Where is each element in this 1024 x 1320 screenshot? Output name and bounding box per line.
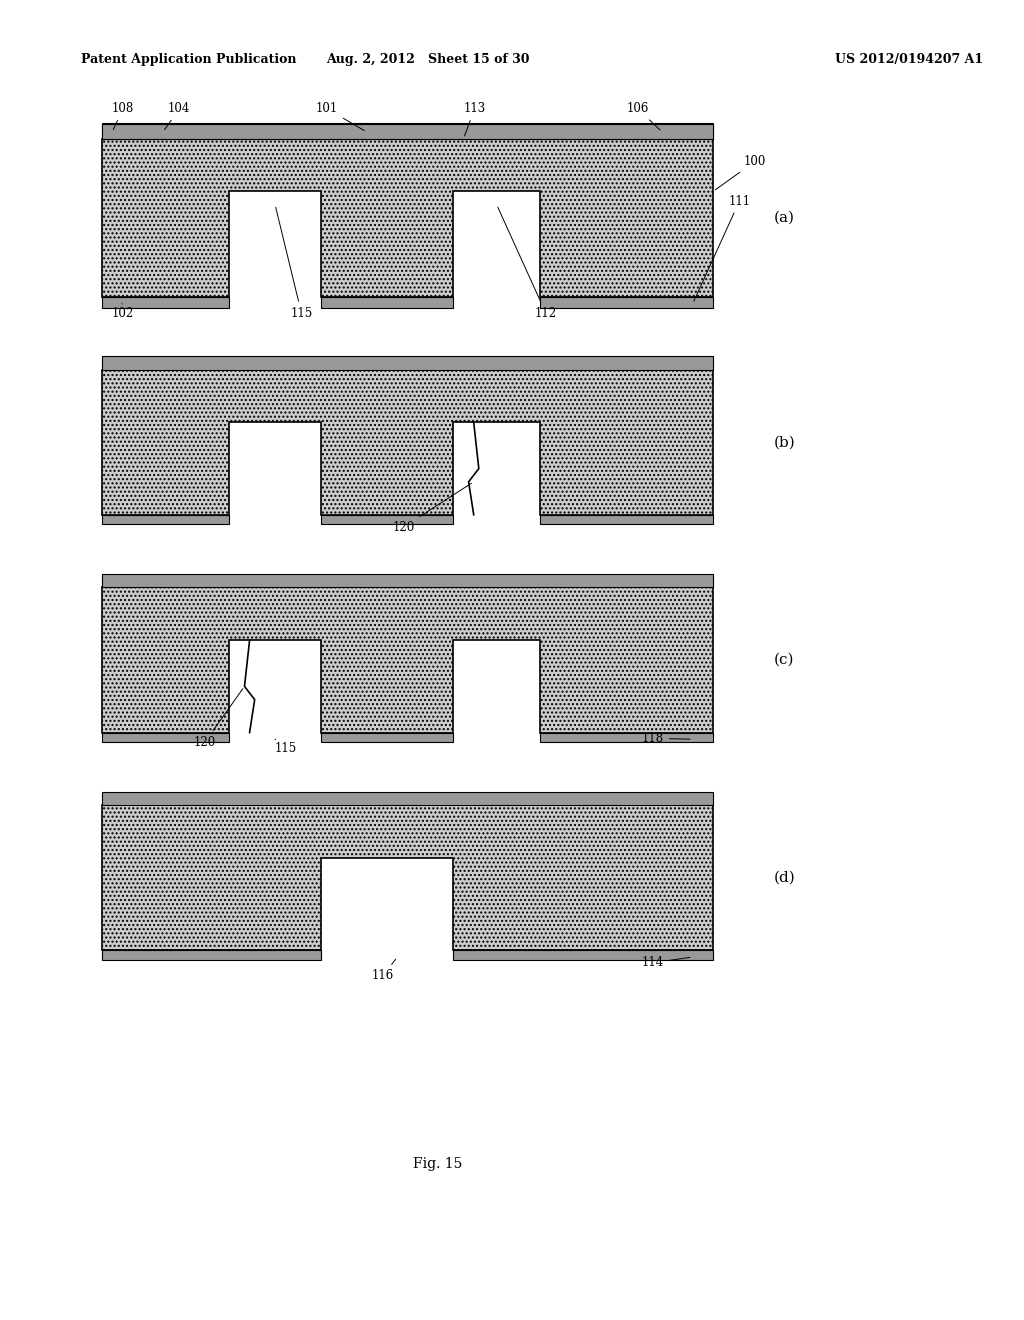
Bar	[321, 297, 454, 308]
Text: 112: 112	[498, 207, 557, 319]
Text: US 2012/0194207 A1: US 2012/0194207 A1	[836, 53, 983, 66]
Text: 120: 120	[194, 689, 243, 748]
Text: (c): (c)	[774, 653, 795, 667]
Bar	[540, 297, 713, 308]
Bar	[540, 733, 713, 742]
Polygon shape	[101, 139, 713, 297]
Text: 106: 106	[627, 102, 660, 131]
Polygon shape	[101, 587, 713, 733]
Text: 101: 101	[315, 102, 365, 131]
Text: (b): (b)	[774, 436, 796, 449]
Bar	[540, 515, 713, 524]
Polygon shape	[101, 805, 713, 950]
Bar	[321, 515, 454, 524]
Bar	[101, 356, 713, 370]
Bar	[101, 515, 229, 524]
Text: 104: 104	[165, 102, 190, 129]
Bar	[101, 297, 229, 308]
Text: (d): (d)	[774, 871, 796, 884]
Bar	[101, 950, 321, 960]
Bar	[101, 574, 713, 587]
Bar	[101, 124, 713, 139]
Text: 115: 115	[275, 207, 312, 319]
Text: Patent Application Publication: Patent Application Publication	[82, 53, 297, 66]
Bar	[321, 733, 454, 742]
Text: 114: 114	[642, 956, 690, 969]
Bar	[101, 792, 713, 805]
Text: 118: 118	[642, 731, 690, 744]
Text: 102: 102	[112, 304, 134, 319]
Text: 100: 100	[716, 154, 766, 190]
Text: Fig. 15: Fig. 15	[414, 1158, 463, 1171]
Bar	[101, 733, 229, 742]
Text: 108: 108	[112, 102, 134, 129]
Bar	[101, 123, 713, 139]
Text: (a): (a)	[774, 211, 796, 224]
Text: 115: 115	[275, 739, 297, 755]
Text: 120: 120	[392, 483, 471, 533]
Text: 113: 113	[464, 102, 485, 136]
Polygon shape	[101, 370, 713, 515]
Text: Aug. 2, 2012   Sheet 15 of 30: Aug. 2, 2012 Sheet 15 of 30	[326, 53, 529, 66]
Text: 116: 116	[372, 960, 395, 982]
Bar	[454, 950, 713, 960]
Text: 111: 111	[694, 194, 751, 301]
